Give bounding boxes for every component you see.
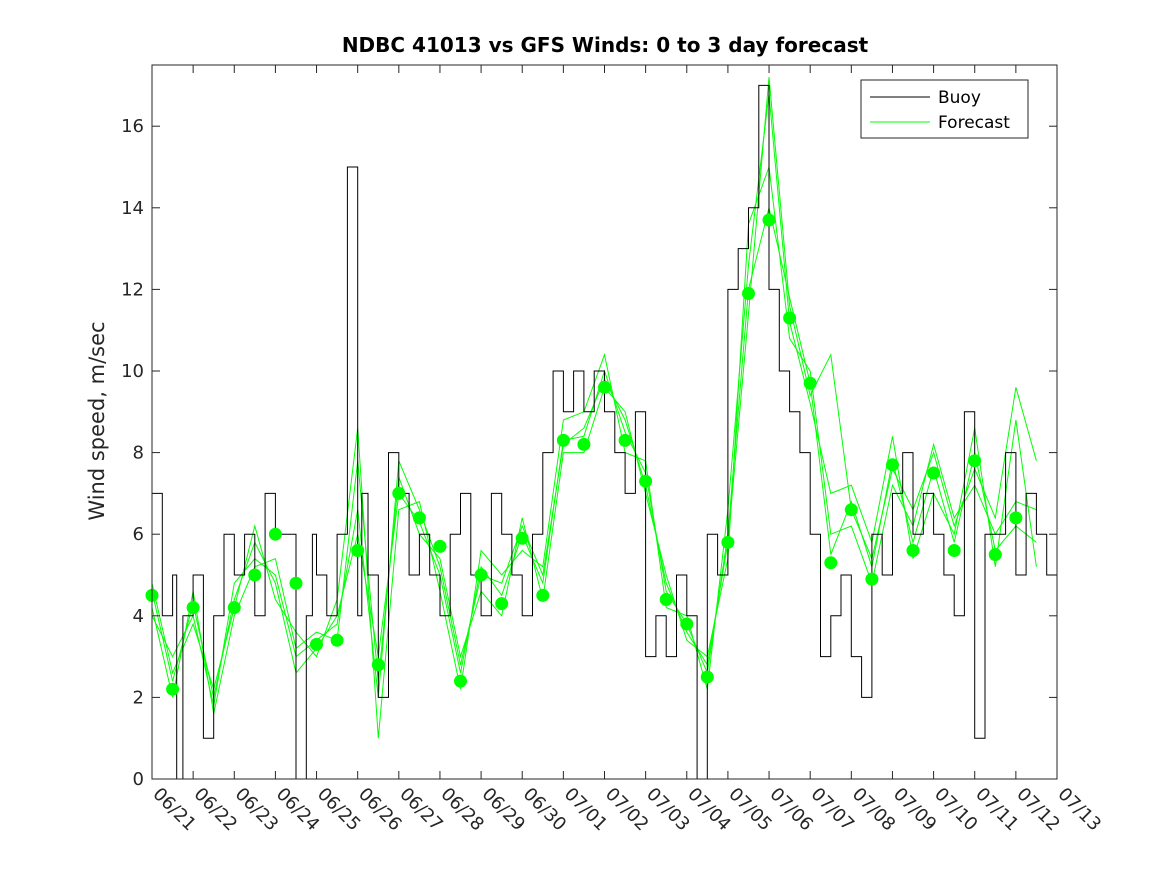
- chart-title: NDBC 41013 vs GFS Winds: 0 to 3 day fore…: [342, 33, 869, 57]
- forecast-line-2: [151, 166, 1037, 714]
- forecast-marker: [536, 588, 550, 602]
- forecast-marker: [351, 544, 365, 557]
- forecast-marker: [433, 539, 447, 553]
- y-tick-label: 12: [121, 279, 144, 300]
- forecast-marker: [783, 311, 797, 325]
- forecast-marker: [886, 458, 899, 472]
- forecast-marker: [392, 486, 406, 500]
- forecast-marker: [927, 466, 941, 480]
- forecast-marker: [454, 674, 467, 688]
- forecast-marker: [824, 556, 838, 570]
- forecast-marker: [844, 503, 858, 517]
- forecast-marker: [330, 633, 344, 647]
- forecast-marker: [762, 213, 776, 227]
- legend-forecast-label: Forecast: [938, 113, 1010, 133]
- y-tick-label: 16: [121, 116, 144, 137]
- forecast-marker: [186, 601, 200, 615]
- forecast-marker: [803, 376, 817, 390]
- forecast-marker: [412, 511, 426, 525]
- forecast-marker: [618, 433, 632, 447]
- forecast-marker: [495, 597, 509, 611]
- plot-area: [145, 77, 1058, 780]
- legend-box: [860, 79, 1029, 139]
- forecast-marker: [639, 474, 653, 488]
- forecast-marker: [680, 617, 694, 631]
- forecast-marker: [289, 576, 303, 590]
- legend-buoy-label: Buoy: [938, 88, 981, 108]
- legend: Buoy Forecast: [860, 79, 1029, 139]
- y-tick-label: 2: [133, 687, 144, 708]
- forecast-marker: [474, 568, 488, 582]
- forecast-marker: [988, 548, 1002, 562]
- y-tick-label: 8: [133, 443, 144, 464]
- forecast-marker: [659, 593, 673, 606]
- forecast-marker: [1009, 511, 1023, 525]
- forecast-marker: [906, 544, 920, 557]
- forecast-marker: [700, 670, 714, 684]
- forecast-marker: [310, 637, 323, 651]
- forecast-marker: [166, 682, 180, 696]
- forecast-marker: [371, 658, 385, 672]
- forecast-marker: [515, 531, 529, 545]
- forecast-marker: [598, 380, 611, 394]
- forecast-marker: [947, 544, 961, 557]
- y-tick-label: 6: [133, 524, 144, 545]
- forecast-marker: [865, 572, 879, 586]
- forecast-marker: [248, 568, 262, 582]
- y-axis-label: Wind speed, m/sec: [85, 321, 109, 520]
- forecast-marker: [577, 437, 591, 451]
- forecast-marker: [556, 433, 570, 447]
- forecast-marker: [742, 287, 755, 300]
- forecast-marker: [968, 454, 982, 468]
- y-tick-label: 14: [121, 198, 144, 219]
- y-tick-label: 0: [133, 769, 144, 790]
- forecast-marker: [268, 527, 282, 541]
- forecast-marker: [721, 535, 735, 549]
- forecast-marker: [227, 601, 241, 615]
- y-tick-label: 10: [121, 361, 144, 382]
- y-axis: 0 2 4 6 8 10 12 14 16: [121, 116, 1057, 790]
- y-tick-label: 4: [133, 606, 144, 627]
